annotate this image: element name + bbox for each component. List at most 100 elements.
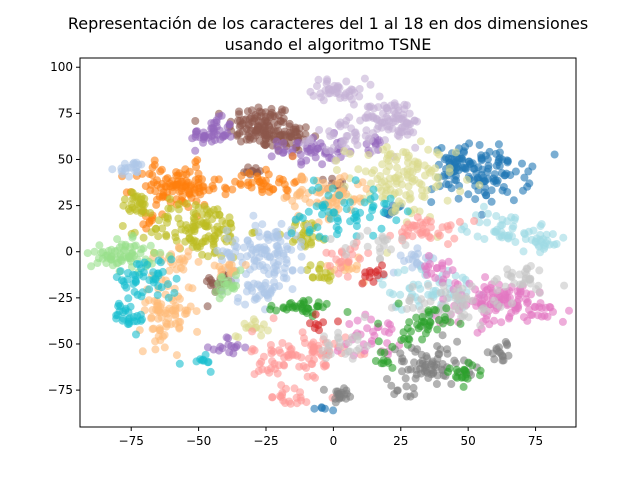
- data-point: [130, 242, 139, 251]
- data-point: [463, 175, 471, 184]
- data-point: [356, 254, 364, 263]
- data-point: [324, 191, 333, 200]
- x-axis: −75 −50 −25 0 25 50 75: [119, 427, 543, 448]
- data-point: [510, 279, 519, 288]
- y-tick-label: 50: [58, 152, 73, 166]
- data-point: [137, 195, 145, 204]
- data-point: [179, 265, 188, 274]
- data-point: [308, 186, 317, 195]
- data-point: [404, 158, 412, 167]
- data-point: [418, 313, 427, 321]
- data-point: [127, 188, 136, 197]
- data-point: [402, 392, 411, 401]
- data-point: [284, 342, 293, 351]
- data-point: [360, 198, 369, 207]
- data-point: [314, 273, 323, 282]
- data-point: [292, 139, 301, 148]
- data-point: [519, 313, 528, 322]
- data-point: [276, 131, 285, 140]
- data-point: [313, 82, 321, 91]
- data-point: [424, 145, 433, 154]
- data-point: [324, 344, 333, 353]
- data-point: [443, 349, 452, 358]
- data-point: [416, 137, 425, 146]
- data-point: [520, 229, 529, 238]
- data-point: [511, 167, 520, 176]
- data-point: [416, 229, 425, 237]
- data-point: [492, 179, 501, 187]
- data-point: [526, 275, 535, 283]
- data-point: [319, 318, 328, 327]
- data-point: [191, 201, 200, 209]
- data-point: [241, 261, 250, 269]
- data-point: [253, 123, 262, 132]
- data-point: [387, 303, 396, 312]
- data-point: [336, 118, 345, 127]
- data-point: [297, 266, 306, 275]
- data-point: [492, 346, 501, 354]
- data-point: [304, 207, 313, 216]
- data-point: [468, 361, 477, 370]
- data-point: [315, 126, 324, 134]
- data-point: [139, 244, 148, 253]
- data-point: [259, 320, 268, 329]
- data-point: [332, 166, 341, 174]
- data-point: [237, 137, 245, 146]
- data-point: [475, 181, 484, 190]
- data-point: [203, 343, 212, 352]
- data-point: [314, 183, 323, 192]
- data-point: [148, 325, 157, 334]
- data-point: [261, 278, 270, 287]
- data-point: [363, 226, 372, 235]
- data-point: [341, 244, 350, 252]
- data-point: [215, 262, 224, 271]
- data-point: [151, 345, 160, 354]
- data-point: [297, 237, 306, 246]
- data-point: [211, 211, 220, 219]
- data-point: [367, 169, 376, 177]
- data-point: [172, 351, 181, 360]
- data-point: [203, 302, 212, 311]
- data-point: [394, 299, 403, 308]
- data-point: [164, 293, 173, 302]
- data-point: [158, 224, 167, 233]
- data-point: [451, 148, 460, 157]
- data-point: [263, 131, 271, 140]
- data-point: [473, 232, 482, 241]
- data-point: [361, 131, 370, 140]
- data-point: [191, 146, 200, 155]
- data-point: [222, 184, 231, 193]
- data-point: [236, 266, 245, 275]
- data-point: [464, 313, 473, 322]
- data-point: [222, 226, 231, 235]
- data-point: [504, 157, 512, 166]
- data-point: [223, 129, 232, 138]
- data-point: [155, 324, 164, 333]
- data-point: [194, 178, 203, 187]
- data-point: [426, 318, 435, 327]
- data-point: [303, 372, 312, 381]
- data-point: [228, 185, 237, 194]
- data-point: [318, 346, 327, 355]
- data-point: [171, 228, 180, 237]
- data-point: [122, 283, 131, 292]
- data-point: [183, 252, 192, 261]
- data-point: [501, 282, 510, 291]
- data-point: [202, 218, 211, 227]
- data-point: [388, 208, 396, 217]
- data-point: [320, 200, 329, 209]
- data-point: [451, 301, 460, 310]
- data-point: [329, 406, 338, 415]
- data-point: [175, 243, 184, 251]
- data-point: [540, 311, 549, 320]
- data-point: [171, 311, 180, 320]
- data-point: [123, 253, 132, 262]
- data-point: [518, 159, 526, 168]
- data-point: [444, 257, 453, 266]
- data-point: [212, 122, 221, 131]
- data-point: [320, 332, 328, 341]
- data-point: [418, 335, 427, 344]
- data-point: [154, 232, 163, 241]
- data-point: [241, 300, 250, 309]
- data-point: [190, 189, 199, 198]
